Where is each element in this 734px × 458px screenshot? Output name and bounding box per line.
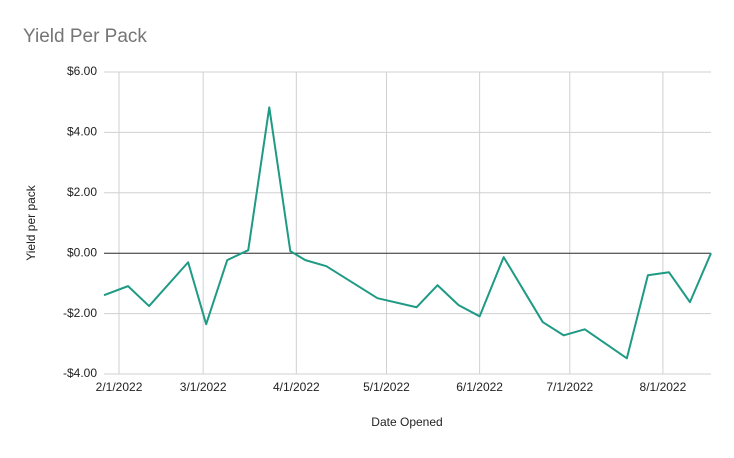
x-tick-label: 5/1/2022	[363, 380, 410, 394]
x-tick-label: 8/1/2022	[640, 380, 687, 394]
y-tick-label: -$4.00	[63, 366, 97, 380]
y-tick-label: $6.00	[67, 64, 97, 78]
y-tick-label: $2.00	[67, 185, 97, 199]
y-tick-label: $0.00	[67, 245, 97, 259]
y-tick-label: -$2.00	[63, 306, 97, 320]
y-tick-label: $4.00	[67, 125, 97, 139]
x-tick-label: 2/1/2022	[96, 380, 143, 394]
x-axis-label: Date Opened	[371, 415, 442, 429]
x-tick-label: 6/1/2022	[456, 380, 503, 394]
y-axis-label: Yield per pack	[24, 184, 38, 261]
x-tick-label: 4/1/2022	[273, 380, 320, 394]
x-tick-label: 7/1/2022	[546, 380, 593, 394]
line-series	[103, 106, 712, 360]
chart-title: Yield Per Pack	[23, 26, 147, 47]
x-tick-label: 3/1/2022	[180, 380, 227, 394]
